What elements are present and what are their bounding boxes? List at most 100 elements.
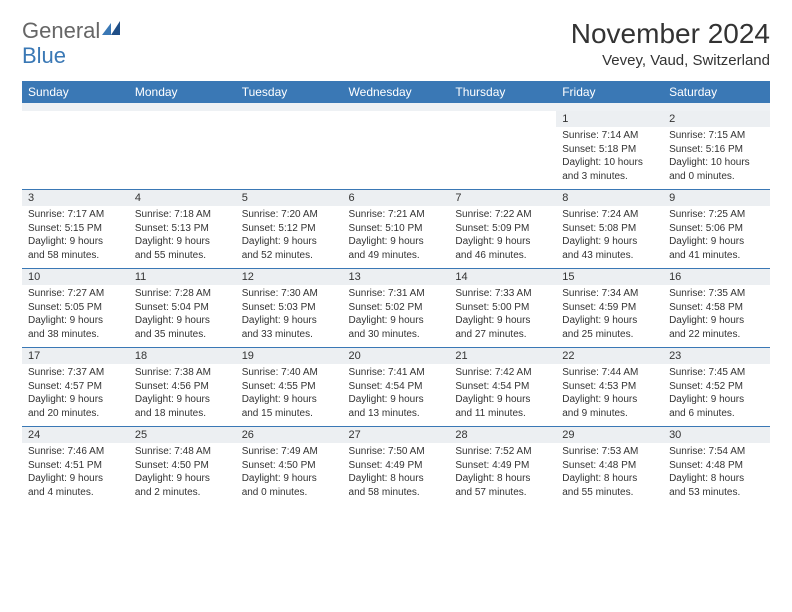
day-cell: 22Sunrise: 7:44 AMSunset: 4:53 PMDayligh…: [556, 348, 663, 427]
day-cell: 21Sunrise: 7:42 AMSunset: 4:54 PMDayligh…: [449, 348, 556, 427]
day-number: 1: [556, 111, 663, 127]
day-detail-line: Sunrise: 7:38 AM: [135, 366, 230, 380]
day-detail-line: Daylight: 9 hours: [669, 393, 764, 407]
day-details: Sunrise: 7:50 AMSunset: 4:49 PMDaylight:…: [343, 443, 450, 505]
day-detail-line: Sunset: 5:15 PM: [28, 222, 123, 236]
day-detail-line: and 46 minutes.: [455, 249, 550, 263]
day-number: 15: [556, 269, 663, 285]
day-number: 28: [449, 427, 556, 443]
day-details: Sunrise: 7:25 AMSunset: 5:06 PMDaylight:…: [663, 206, 770, 268]
day-number: 3: [22, 190, 129, 206]
day-detail-line: [455, 170, 550, 184]
day-detail-line: Sunset: 4:49 PM: [349, 459, 444, 473]
day-detail-line: Daylight: 9 hours: [349, 314, 444, 328]
day-number: 26: [236, 427, 343, 443]
day-details: Sunrise: 7:38 AMSunset: 4:56 PMDaylight:…: [129, 364, 236, 426]
day-detail-line: Sunset: 5:03 PM: [242, 301, 337, 315]
day-details: Sunrise: 7:24 AMSunset: 5:08 PMDaylight:…: [556, 206, 663, 268]
day-detail-line: Sunrise: 7:45 AM: [669, 366, 764, 380]
logo-text-blue: Blue: [22, 43, 770, 69]
day-number: 24: [22, 427, 129, 443]
day-cell: 28Sunrise: 7:52 AMSunset: 4:49 PMDayligh…: [449, 427, 556, 506]
day-detail-line: Daylight: 8 hours: [349, 472, 444, 486]
day-cell: 29Sunrise: 7:53 AMSunset: 4:48 PMDayligh…: [556, 427, 663, 506]
day-cell: 30Sunrise: 7:54 AMSunset: 4:48 PMDayligh…: [663, 427, 770, 506]
day-detail-line: Sunrise: 7:24 AM: [562, 208, 657, 222]
day-number: 23: [663, 348, 770, 364]
day-details: Sunrise: 7:30 AMSunset: 5:03 PMDaylight:…: [236, 285, 343, 347]
day-number: 21: [449, 348, 556, 364]
day-detail-line: [242, 156, 337, 170]
day-number: 19: [236, 348, 343, 364]
day-number: 20: [343, 348, 450, 364]
day-number: 16: [663, 269, 770, 285]
day-detail-line: Daylight: 9 hours: [669, 235, 764, 249]
day-detail-line: [135, 170, 230, 184]
day-detail-line: Sunrise: 7:42 AM: [455, 366, 550, 380]
day-detail-line: Sunrise: 7:40 AM: [242, 366, 337, 380]
day-details: Sunrise: 7:46 AMSunset: 4:51 PMDaylight:…: [22, 443, 129, 505]
day-details: Sunrise: 7:37 AMSunset: 4:57 PMDaylight:…: [22, 364, 129, 426]
day-detail-line: Sunrise: 7:14 AM: [562, 129, 657, 143]
day-details: Sunrise: 7:49 AMSunset: 4:50 PMDaylight:…: [236, 443, 343, 505]
day-details: Sunrise: 7:21 AMSunset: 5:10 PMDaylight:…: [343, 206, 450, 268]
day-detail-line: and 0 minutes.: [669, 170, 764, 184]
day-details: [129, 127, 236, 189]
day-detail-line: Sunrise: 7:53 AM: [562, 445, 657, 459]
day-cell: 5Sunrise: 7:20 AMSunset: 5:12 PMDaylight…: [236, 190, 343, 269]
day-cell: 4Sunrise: 7:18 AMSunset: 5:13 PMDaylight…: [129, 190, 236, 269]
day-detail-line: Sunrise: 7:50 AM: [349, 445, 444, 459]
day-detail-line: Sunrise: 7:35 AM: [669, 287, 764, 301]
day-detail-line: Daylight: 9 hours: [135, 393, 230, 407]
day-details: Sunrise: 7:18 AMSunset: 5:13 PMDaylight:…: [129, 206, 236, 268]
day-details: Sunrise: 7:54 AMSunset: 4:48 PMDaylight:…: [663, 443, 770, 505]
day-detail-line: Daylight: 9 hours: [562, 235, 657, 249]
day-detail-line: Daylight: 9 hours: [455, 314, 550, 328]
day-detail-line: Sunset: 4:54 PM: [349, 380, 444, 394]
day-details: Sunrise: 7:53 AMSunset: 4:48 PMDaylight:…: [556, 443, 663, 505]
day-detail-line: Daylight: 9 hours: [242, 235, 337, 249]
dayname: Sunday: [22, 81, 129, 103]
day-detail-line: [135, 129, 230, 143]
day-number: 4: [129, 190, 236, 206]
day-details: Sunrise: 7:14 AMSunset: 5:18 PMDaylight:…: [556, 127, 663, 189]
day-detail-line: Sunrise: 7:21 AM: [349, 208, 444, 222]
day-detail-line: and 11 minutes.: [455, 407, 550, 421]
day-detail-line: [455, 156, 550, 170]
day-detail-line: and 58 minutes.: [28, 249, 123, 263]
day-details: Sunrise: 7:17 AMSunset: 5:15 PMDaylight:…: [22, 206, 129, 268]
day-detail-line: Daylight: 9 hours: [349, 393, 444, 407]
day-detail-line: Sunrise: 7:20 AM: [242, 208, 337, 222]
day-detail-line: and 25 minutes.: [562, 328, 657, 342]
week-row: 10Sunrise: 7:27 AMSunset: 5:05 PMDayligh…: [22, 269, 770, 348]
day-cell: 9Sunrise: 7:25 AMSunset: 5:06 PMDaylight…: [663, 190, 770, 269]
week-row: 3Sunrise: 7:17 AMSunset: 5:15 PMDaylight…: [22, 190, 770, 269]
day-detail-line: Sunset: 5:18 PM: [562, 143, 657, 157]
day-number: [22, 111, 129, 127]
day-detail-line: [349, 170, 444, 184]
day-detail-line: and 20 minutes.: [28, 407, 123, 421]
day-number: [343, 111, 450, 127]
day-details: [343, 127, 450, 189]
day-number: 17: [22, 348, 129, 364]
day-detail-line: Daylight: 8 hours: [455, 472, 550, 486]
logo-mark-icon: [102, 21, 120, 35]
day-detail-line: Daylight: 9 hours: [242, 472, 337, 486]
day-detail-line: Sunset: 4:48 PM: [562, 459, 657, 473]
calendar-table: Sunday Monday Tuesday Wednesday Thursday…: [22, 81, 770, 505]
day-detail-line: Sunrise: 7:25 AM: [669, 208, 764, 222]
day-detail-line: Sunset: 4:50 PM: [242, 459, 337, 473]
day-number: 7: [449, 190, 556, 206]
day-cell: 3Sunrise: 7:17 AMSunset: 5:15 PMDaylight…: [22, 190, 129, 269]
day-detail-line: Sunrise: 7:44 AM: [562, 366, 657, 380]
day-detail-line: and 2 minutes.: [135, 486, 230, 500]
day-detail-line: Sunrise: 7:48 AM: [135, 445, 230, 459]
day-detail-line: Sunset: 5:09 PM: [455, 222, 550, 236]
day-cell: 24Sunrise: 7:46 AMSunset: 4:51 PMDayligh…: [22, 427, 129, 506]
day-detail-line: Sunset: 4:49 PM: [455, 459, 550, 473]
day-detail-line: [242, 129, 337, 143]
day-detail-line: and 55 minutes.: [562, 486, 657, 500]
day-detail-line: Sunrise: 7:46 AM: [28, 445, 123, 459]
day-detail-line: [135, 156, 230, 170]
day-detail-line: Sunrise: 7:33 AM: [455, 287, 550, 301]
